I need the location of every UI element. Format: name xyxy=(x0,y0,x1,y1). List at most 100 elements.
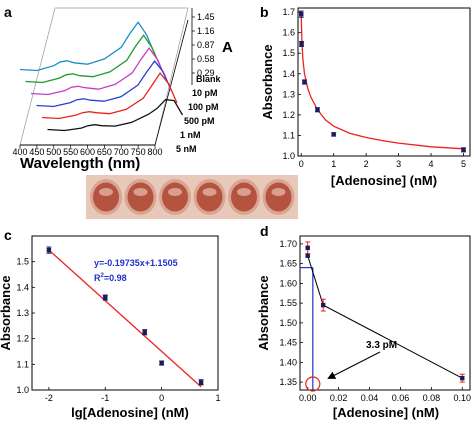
panel-a-x-title: Wavelength (nm) xyxy=(20,155,140,172)
panel-a-x-tick-label: 750 xyxy=(131,147,146,157)
panel-d-point xyxy=(305,245,310,251)
panel-d-x-tick-label: 0.02 xyxy=(330,393,348,403)
panel-d-x-tick-label: 0.06 xyxy=(392,393,410,403)
panel-c-y-tick-label: 1.3 xyxy=(16,308,29,318)
panel-b-x-tick-label: 2 xyxy=(364,159,369,169)
wells-row xyxy=(90,179,295,215)
panel-a-series-line xyxy=(19,21,156,72)
panel-b-y-tick-label: 1.0 xyxy=(282,151,295,161)
panel-d-y-tick-label: 1.40 xyxy=(279,357,297,367)
panel-b: 0 1 2 3 4 5 1.0 1.1 1.2 1.3 1.4 1.5 1.6 1.7 Absorbanc… xyxy=(260,7,471,188)
panel-d-detection-limit-circle xyxy=(305,376,321,392)
panel-c: -2 -1 0 1 1.0 1.1 1.2 1.3 1.4 1.5 y=-0.19735x+1.1… xyxy=(0,235,221,420)
panel-b-axes: 0 1 2 3 4 5 1.0 1.1 1.2 1.3 1.4 1.5 1.6 1.7 xyxy=(282,7,466,169)
panel-c-point xyxy=(198,380,204,385)
well xyxy=(124,179,157,215)
panel-c-equation: y=-0.19735x+1.1505 xyxy=(94,258,178,268)
panel-b-point xyxy=(315,107,320,112)
panel-a-x-tick-label: 700 xyxy=(114,147,129,157)
panel-d-point xyxy=(320,302,326,308)
panel-d-y-tick-label: 1.55 xyxy=(279,298,297,308)
panel-b-x-tick-label: 1 xyxy=(331,159,336,169)
panel-b-fit-curve xyxy=(300,14,464,150)
panel-b-y-tick-label: 1.4 xyxy=(282,69,295,79)
panel-d-y-tick-label: 1.70 xyxy=(279,239,297,249)
panel-d-frame xyxy=(299,235,471,391)
panel-b-point xyxy=(299,11,304,17)
panel-c-point xyxy=(103,295,108,300)
panel-d-points xyxy=(305,241,465,383)
panel-c-y-tick-label: 1.2 xyxy=(16,334,29,344)
panel-d-connecting-line xyxy=(307,255,463,379)
panel-b-point xyxy=(331,132,336,137)
panel-b-point xyxy=(302,79,307,85)
panel-c-point xyxy=(142,330,147,335)
panel-c-y-tick-label: 1.5 xyxy=(16,257,29,267)
panel-c-y-tick-label: 1.0 xyxy=(16,385,29,395)
panel-a-x-tick-label: 400 xyxy=(12,147,27,157)
panel-a-sample-label: 5 nM xyxy=(176,144,197,154)
well xyxy=(90,179,122,215)
panel-d-annotation: 3.3 pM xyxy=(366,340,397,351)
panel-c-point xyxy=(46,247,52,253)
panel-b-x-tick-label: 3 xyxy=(396,159,401,169)
panel-d-y-tick-label: 1.65 xyxy=(279,259,297,269)
panel-a-series-line xyxy=(41,72,178,120)
panel-a-series xyxy=(19,21,184,132)
panel-c-y-tick-label: 1.1 xyxy=(16,359,29,369)
panel-a-depth-axis xyxy=(154,19,189,146)
panel-d-arrow xyxy=(327,351,381,379)
panel-b-y-tick-label: 1.3 xyxy=(282,89,295,99)
panel-c-fit-line xyxy=(48,249,202,388)
panel-b-y-tick-label: 1.7 xyxy=(282,7,295,17)
panel-a-z-tick-label: 1.16 xyxy=(197,26,215,36)
panel-d-y-tick-label: 1.45 xyxy=(279,338,297,348)
panel-d-guides xyxy=(300,266,321,392)
well xyxy=(262,179,295,215)
panel-a-sample-label: 100 pM xyxy=(188,102,219,112)
panel-a-x-tick-label: 800 xyxy=(147,147,162,157)
panel-b-y-tick-label: 1.1 xyxy=(282,130,295,140)
panel-c-axes: -2 -1 0 1 1.0 1.1 1.2 1.3 1.4 1.5 xyxy=(16,257,220,403)
panel-b-point xyxy=(461,147,466,153)
panel-b-x-title: [Adenosine] (nM) xyxy=(331,173,437,188)
panel-a-z-tick-label: 0.87 xyxy=(197,40,215,50)
panel-a-x-ticks: 400 450 500 550 600 650 700 750 800 xyxy=(12,145,163,157)
panel-a-x-tick-label: 650 xyxy=(97,147,112,157)
well xyxy=(159,179,191,215)
panel-d-axes: 0.00 0.02 0.04 0.06 0.08 0.10 1.35 1.40 1.45 1.50… xyxy=(279,239,471,403)
panel-c-x-tick-label: -2 xyxy=(45,393,53,403)
panel-a-series-line xyxy=(47,98,184,132)
panel-a-sample-label: Blank xyxy=(196,74,222,84)
panel-b-x-tick-label: 4 xyxy=(429,159,434,169)
panel-c-x-tick-label: 0 xyxy=(159,393,164,403)
panel-a-sample-label: 1 nM xyxy=(180,130,201,140)
panel-b-point xyxy=(299,41,304,47)
panel-c-y-title: Absorbance xyxy=(0,275,13,350)
panel-a: 400 450 500 550 600 650 700 750 800 1.45 1.16 0.87… xyxy=(12,7,233,172)
panel-c-points xyxy=(46,246,204,386)
panel-d-y-tick-label: 1.35 xyxy=(279,377,297,387)
panel-a-letter: a xyxy=(4,4,12,20)
panel-a-series-line xyxy=(30,46,167,96)
panel-c-point xyxy=(159,360,164,366)
panel-a-series-line xyxy=(36,60,173,108)
panel-d-x-tick-label: 0.10 xyxy=(454,393,472,403)
panel-b-x-tick-label: 5 xyxy=(461,159,466,169)
wells-photo xyxy=(86,175,298,219)
panel-d-y-title: Absorbance xyxy=(256,275,271,350)
panel-d-x-tick-label: 0.00 xyxy=(299,393,317,403)
panel-c-x-tick-label: 1 xyxy=(215,393,220,403)
panel-a-x-tick-label: 500 xyxy=(46,147,61,157)
panel-c-y-tick-label: 1.4 xyxy=(16,282,29,292)
panel-d-x-tick-label: 0.08 xyxy=(423,393,441,403)
panel-a-z-tick-label: 0.29 xyxy=(197,68,215,78)
panel-d-point xyxy=(460,375,465,381)
panel-d: 0.00 0.02 0.04 0.06 0.08 0.10 1.35 1.40 1.45 1.50… xyxy=(256,235,471,420)
panel-b-letter: b xyxy=(260,4,269,20)
panel-b-points xyxy=(298,10,467,153)
panel-a-sample-label: 10 pM xyxy=(192,88,218,98)
panel-a-x-tick-label: 450 xyxy=(29,147,44,157)
panel-b-y-tick-label: 1.5 xyxy=(282,48,295,58)
